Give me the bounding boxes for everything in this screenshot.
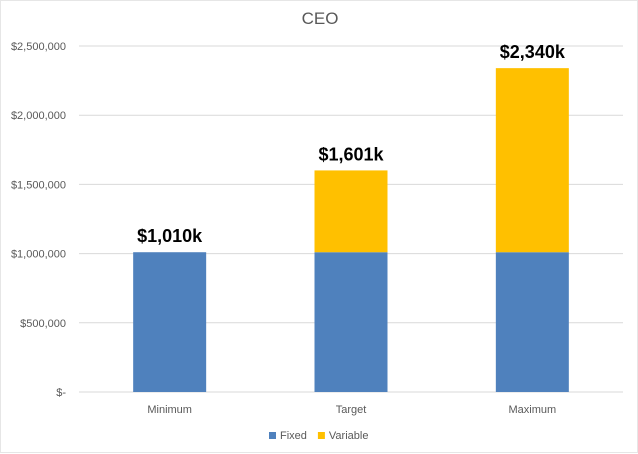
legend: Fixed Variable	[269, 430, 368, 442]
y-tick-label: $500,000	[20, 318, 66, 330]
y-axis-tick-labels: $- $500,000 $1,000,000 $1,500,000 $2,000,000…	[11, 41, 66, 399]
chart-title: CEO	[302, 9, 339, 28]
bar-fixed-minimum	[133, 252, 207, 392]
total-label: $2,340k	[500, 42, 566, 62]
total-label: $1,601k	[318, 144, 384, 164]
bar-fixed-maximum	[495, 252, 569, 392]
y-tick-label: $1,000,000	[11, 249, 66, 261]
y-tick-label: $1,500,000	[11, 179, 66, 191]
x-axis-category-labels: Minimum Target Maximum	[147, 404, 556, 416]
y-tick-label: $-	[56, 387, 66, 399]
legend-label-variable: Variable	[329, 430, 369, 442]
total-label: $1,010k	[137, 226, 203, 246]
legend-swatch-variable	[317, 432, 325, 439]
category-label: Target	[336, 404, 367, 416]
legend-label-fixed: Fixed	[280, 430, 307, 442]
bar-variable-maximum	[495, 68, 569, 253]
bar-variable-target	[314, 170, 388, 253]
total-labels: $1,010k $1,601k $2,340k	[137, 42, 566, 246]
y-tick-label: $2,000,000	[11, 110, 66, 122]
legend-swatch-fixed	[269, 432, 276, 439]
bars	[133, 68, 569, 392]
bar-fixed-target	[314, 252, 388, 392]
category-label: Maximum	[508, 404, 556, 416]
category-label: Minimum	[147, 404, 192, 416]
y-tick-label: $2,500,000	[11, 41, 66, 53]
